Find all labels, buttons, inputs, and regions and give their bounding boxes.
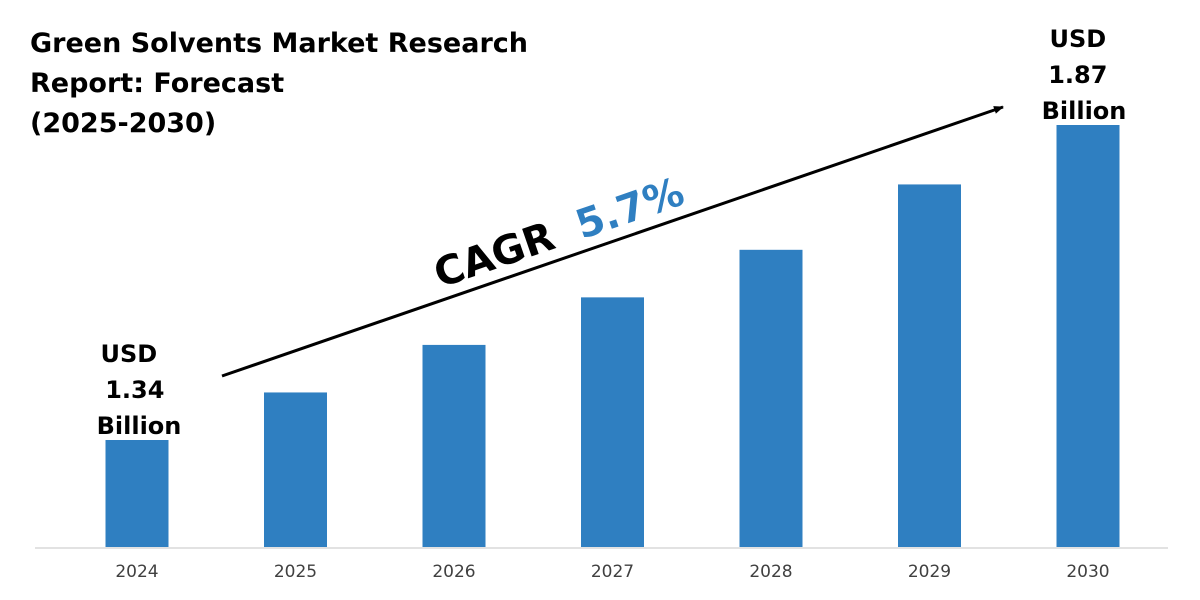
chart-title-line-3: (2025-2030): [30, 108, 216, 139]
bar-2026: [422, 344, 486, 547]
end-label-line-2: 1.87: [1048, 61, 1107, 89]
start-label-line-3: Billion: [97, 412, 182, 440]
chart-title-line-1: Green Solvents Market Research: [30, 28, 528, 59]
x-axis-ticks: 2024 2025 2026 2027 2028 2029 2030: [115, 562, 1109, 582]
end-label-line-3: Billion: [1042, 97, 1127, 125]
x-tick-label-2024: 2024: [115, 562, 158, 582]
x-tick-label-2026: 2026: [432, 562, 475, 582]
x-tick-label-2027: 2027: [591, 562, 634, 582]
bars-group: [105, 125, 1120, 547]
cagr-label: CAGR: [428, 214, 560, 298]
bar-2030: [1056, 125, 1120, 547]
end-label-line-1: USD: [1049, 25, 1106, 53]
bar-2027: [581, 297, 644, 547]
bar-2025: [264, 392, 327, 547]
start-label-line-2: 1.34: [105, 376, 164, 404]
x-tick-label-2028: 2028: [749, 562, 792, 582]
x-tick-label-2030: 2030: [1066, 562, 1109, 582]
start-value-callout: USD 1.34 Billion: [97, 340, 182, 440]
start-label-line-1: USD: [100, 340, 157, 368]
growth-arrow: [221, 105, 1004, 378]
chart-title-line-2: Report: Forecast: [30, 68, 284, 99]
cagr-annotation: CAGR 5.7%: [428, 169, 690, 297]
end-value-callout: USD 1.87 Billion: [1042, 25, 1127, 125]
bar-2028: [739, 249, 803, 547]
chart-title: Green Solvents Market Research Report: F…: [30, 28, 537, 139]
x-tick-label-2029: 2029: [908, 562, 951, 582]
bar-2024: [105, 440, 169, 547]
bar-2029: [898, 184, 961, 547]
x-tick-label-2025: 2025: [274, 562, 317, 582]
